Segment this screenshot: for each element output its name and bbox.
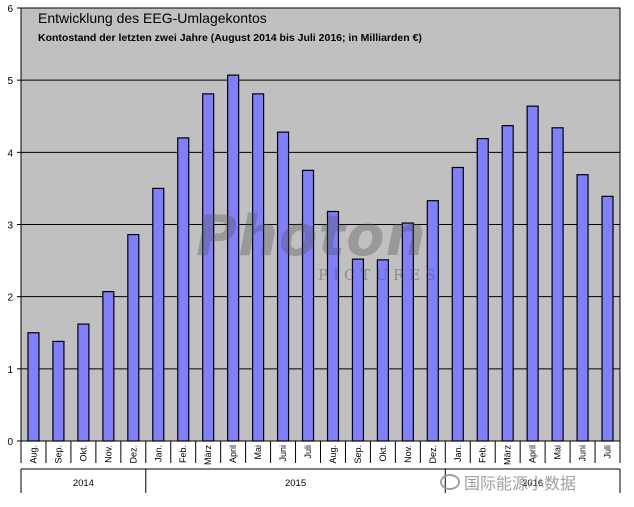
x-tick-label: April <box>528 445 538 463</box>
bar <box>526 105 539 442</box>
bar <box>601 195 614 442</box>
x-tick-label: Aug. <box>28 445 38 464</box>
x-tick-label: Sep. <box>353 445 363 464</box>
bar <box>451 166 464 442</box>
y-tick-label: 6 <box>7 4 13 15</box>
chart-subtitle: Kontostand der letzten zwei Jahre (Augus… <box>38 32 422 44</box>
y-tick-label: 1 <box>7 365 13 376</box>
y-tick-label: 2 <box>7 293 13 304</box>
axis-labels: 0 1 2 3 4 5 6 Aug. Sep. Okt. Nov. Dez. Jan. Feb. März A… <box>7 4 612 489</box>
chart-title: Entwicklung des EEG-Umlagekontos <box>38 10 267 26</box>
bar <box>401 222 414 442</box>
x-tick-label: März <box>203 445 213 465</box>
bar <box>52 340 65 442</box>
gridlines <box>21 79 620 370</box>
bar <box>152 187 165 442</box>
bar <box>576 174 589 442</box>
x-tick-label: Juni <box>278 445 288 462</box>
x-tick-label: April <box>228 445 238 463</box>
x-tick-label: Jan. <box>153 445 163 462</box>
x-tick-label: Okt. <box>78 445 88 462</box>
bar <box>301 169 315 442</box>
bar <box>227 74 240 442</box>
bar <box>426 200 439 442</box>
x-tick-label: Feb. <box>478 445 488 463</box>
year-group-label: 2014 <box>73 478 94 489</box>
bar <box>501 125 514 442</box>
x-tick-label: Juli <box>603 445 613 459</box>
axes <box>17 7 621 493</box>
bar <box>177 137 190 442</box>
bar <box>476 138 489 442</box>
x-tick-label: Dez. <box>128 445 138 464</box>
year-group-label: 2016 <box>522 478 543 489</box>
bar <box>326 210 340 442</box>
x-tick-label: Sep. <box>53 445 63 464</box>
y-tick-label: 0 <box>7 437 13 448</box>
bar <box>376 259 389 442</box>
bar <box>127 234 140 442</box>
year-group-label: 2015 <box>285 478 306 489</box>
x-tick-label: Dez. <box>428 445 438 464</box>
bar <box>102 291 115 442</box>
bar <box>276 131 290 442</box>
x-tick-label: Jan. <box>453 445 463 462</box>
x-tick-label: Mai <box>253 445 263 460</box>
y-tick-label: 4 <box>7 148 13 159</box>
bar <box>27 332 40 442</box>
y-tick-label: 3 <box>7 221 13 232</box>
x-tick-label: Nov. <box>103 445 113 463</box>
bar <box>77 323 90 442</box>
bar <box>252 93 265 442</box>
x-tick-label: Juni <box>578 445 588 462</box>
y-tick-label: 5 <box>7 76 13 87</box>
x-tick-label: Feb. <box>178 445 188 463</box>
x-tick-label: Nov. <box>403 445 413 463</box>
x-tick-label: März <box>503 445 513 465</box>
title-block: Entwicklung des EEG-Umlagekontos Kontost… <box>38 10 422 44</box>
x-tick-label: Okt. <box>378 445 388 462</box>
x-tick-label: Aug. <box>328 445 338 464</box>
bar <box>351 258 365 442</box>
bar <box>551 127 564 442</box>
x-tick-label: Juli <box>303 445 313 459</box>
x-tick-label: Mai <box>553 445 563 460</box>
bars <box>27 74 614 442</box>
bar <box>202 93 215 442</box>
